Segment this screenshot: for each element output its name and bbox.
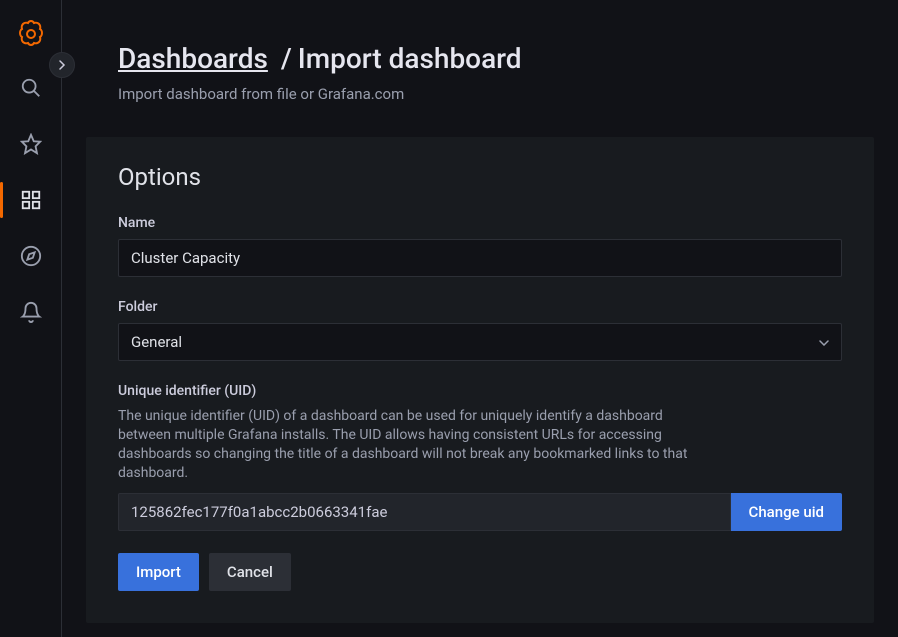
uid-row: Change uid — [118, 493, 842, 531]
nav-dashboards[interactable] — [0, 172, 62, 228]
folder-selected-value: General — [131, 333, 182, 351]
uid-input — [118, 493, 731, 531]
page-subtitle: Import dashboard from file or Grafana.co… — [118, 85, 864, 103]
folder-label: Folder — [118, 299, 842, 315]
grafana-logo[interactable] — [15, 18, 47, 50]
section-title: Options — [118, 163, 842, 191]
breadcrumb-parent-link[interactable]: Dashboards — [118, 42, 268, 75]
change-uid-button[interactable]: Change uid — [731, 493, 842, 531]
bell-icon — [20, 301, 42, 323]
import-button[interactable]: Import — [118, 553, 199, 591]
nav-explore[interactable] — [0, 228, 62, 284]
field-name: Name — [118, 215, 842, 277]
star-icon — [20, 133, 42, 155]
dashboards-icon — [20, 189, 42, 211]
field-uid: Unique identifier (UID) The unique ident… — [118, 383, 842, 531]
name-label: Name — [118, 215, 842, 231]
nav-alerting[interactable] — [0, 284, 62, 340]
nav-starred[interactable] — [0, 116, 62, 172]
field-folder: Folder General — [118, 299, 842, 361]
cancel-button[interactable]: Cancel — [209, 553, 291, 591]
expand-sidebar-button[interactable] — [49, 52, 75, 78]
uid-label: Unique identifier (UID) — [118, 383, 842, 399]
breadcrumb: Dashboards /Import dashboard — [118, 42, 864, 75]
search-icon — [20, 77, 42, 99]
uid-help-text: The unique identifier (UID) of a dashboa… — [118, 407, 698, 483]
grafana-logo-icon — [17, 19, 45, 49]
page-header: Dashboards /Import dashboard Import dash… — [62, 0, 898, 127]
main: Dashboards /Import dashboard Import dash… — [62, 0, 898, 637]
folder-select[interactable]: General — [118, 323, 842, 361]
panel-wrap: Options Name Folder General Unique ident… — [62, 127, 898, 637]
compass-icon — [20, 245, 42, 267]
breadcrumb-separator: / — [275, 42, 298, 75]
sidebar — [0, 0, 62, 637]
name-input[interactable] — [118, 239, 842, 277]
breadcrumb-current: Import dashboard — [298, 42, 522, 75]
chevron-down-icon — [819, 335, 829, 349]
form-actions: Import Cancel — [118, 553, 842, 591]
chevron-right-icon — [57, 60, 67, 70]
options-panel: Options Name Folder General Unique ident… — [86, 137, 874, 623]
